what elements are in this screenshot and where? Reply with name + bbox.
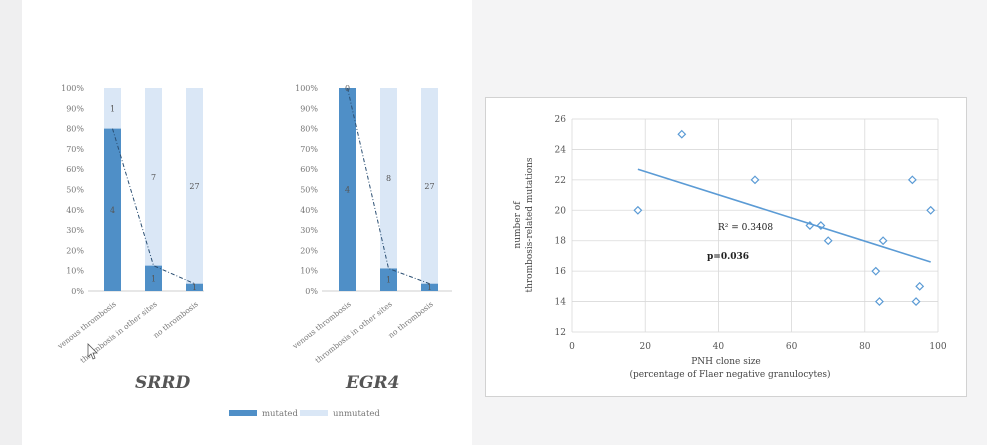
- data-point: [677, 129, 687, 139]
- egr4-bar-chart: 0%10%20%30%40%50%60%70%80%90%100% 04venou…: [290, 84, 452, 365]
- y-tick-label: 16: [555, 267, 567, 277]
- data-point: [633, 205, 643, 215]
- y-tick-label: 10%: [300, 267, 318, 276]
- y-tick-label: 60%: [300, 165, 318, 174]
- bar-label-mutated: 4: [345, 186, 350, 195]
- category-label: thrombosis in other sites: [313, 299, 393, 365]
- bar-unmutated: [186, 88, 203, 284]
- y-tick-label: 30%: [66, 226, 84, 235]
- x-tick-label: 40: [713, 342, 725, 352]
- y-tick-label: 80%: [300, 125, 318, 134]
- y-tick-label: 18: [555, 237, 567, 247]
- x-tick-label: 0: [569, 342, 575, 352]
- data-point: [750, 175, 760, 185]
- legend: mutated unmutated: [229, 409, 380, 419]
- y-tick-label: 80%: [66, 125, 84, 134]
- y-tick-label: 60%: [66, 165, 84, 174]
- scatter-plot: 12 14 16 18 20 22 24 26 0 20 40 60 80 100 R² = 0.3408 p…: [513, 115, 947, 380]
- y-tick-label: 20%: [300, 246, 318, 255]
- bar-label-unmutated: 27: [424, 182, 434, 191]
- y-tick-label: 24: [555, 145, 567, 155]
- bar-mutated: [104, 128, 121, 291]
- bar-label-unmutated: 1: [110, 104, 115, 113]
- y-tick-label: 70%: [66, 145, 84, 154]
- category-label: no thrombosis: [151, 299, 199, 340]
- bar-unmutated: [145, 88, 162, 266]
- y-tick-label: 40%: [300, 206, 318, 215]
- y-tick-label: 14: [555, 298, 567, 308]
- x-tick-label: 60: [786, 342, 798, 352]
- egr4-title: EGR4: [345, 373, 399, 393]
- y-tick-label: 0%: [305, 287, 318, 296]
- y-tick-label: 12: [555, 328, 566, 338]
- bar-mutated: [186, 283, 203, 291]
- data-point: [871, 266, 881, 276]
- bar-unmutated: [421, 88, 438, 284]
- trend-line: [112, 128, 195, 285]
- legend-swatch-unmutated: [300, 410, 328, 416]
- y-tick-label: 30%: [300, 226, 318, 235]
- bar-label-mutated: 1: [151, 274, 156, 283]
- legend-swatch-mutated: [229, 410, 257, 416]
- y-tick-label: 0%: [71, 287, 84, 296]
- legend-label-unmutated: unmutated: [333, 409, 380, 419]
- p-value-label: p=0.036: [707, 252, 749, 262]
- bar-label-mutated: 1: [192, 283, 197, 292]
- srrd-bar-chart: 0%10%20%30%40%50%60%70%80%90%100%14venou…: [55, 84, 204, 365]
- y-tick-label: 70%: [300, 145, 318, 154]
- legend-label-mutated: mutated: [262, 409, 298, 419]
- y-tick-label: 26: [555, 115, 567, 125]
- data-point: [823, 236, 833, 246]
- y-tick-label: 40%: [66, 206, 84, 215]
- y-tick-label: 100%: [61, 84, 84, 93]
- y-tick-label: 20: [555, 206, 567, 216]
- x-axis-subtitle: (percentage of Flaer negative granulocyt…: [629, 369, 830, 380]
- bar-label-unmutated: 27: [189, 182, 199, 191]
- y-tick-label: 50%: [66, 186, 84, 195]
- r-squared-label: R² = 0.3408: [718, 223, 773, 233]
- data-point: [915, 281, 925, 291]
- y-tick-label: 90%: [66, 104, 84, 113]
- data-point: [907, 175, 917, 185]
- bar-mutated: [339, 88, 356, 291]
- bar-unmutated: [380, 88, 397, 269]
- x-tick-label: 100: [929, 342, 946, 352]
- trend-line: [637, 168, 931, 263]
- category-label: no thrombosis: [386, 299, 434, 340]
- bar-label-mutated: 4: [110, 206, 115, 215]
- x-tick-label: 20: [639, 342, 651, 352]
- data-point: [878, 236, 888, 246]
- y-axis-title-line2: thrombosis-related mutations: [525, 157, 535, 292]
- bar-label-unmutated: 7: [151, 173, 156, 182]
- y-axis-title-line1: number of: [513, 201, 523, 249]
- y-tick-label: 50%: [300, 186, 318, 195]
- y-tick-label: 20%: [66, 246, 84, 255]
- data-point: [926, 205, 936, 215]
- x-tick-label: 80: [859, 342, 871, 352]
- x-axis-title: PNH clone size: [691, 357, 761, 367]
- bar-label-mutated: 1: [386, 276, 391, 285]
- y-tick-label: 100%: [295, 84, 318, 93]
- bar-mutated: [145, 265, 162, 291]
- srrd-title: SRRD: [135, 373, 191, 393]
- category-label: thrombosis in other sites: [78, 299, 158, 365]
- bar-mutated: [380, 268, 397, 291]
- y-tick-label: 10%: [66, 267, 84, 276]
- bar-mutated: [421, 283, 438, 291]
- bar-label-mutated: 1: [427, 283, 432, 292]
- data-point: [911, 297, 921, 307]
- y-tick-label: 22: [555, 176, 566, 186]
- bar-label-unmutated: 8: [386, 174, 391, 183]
- y-tick-label: 90%: [300, 104, 318, 113]
- bar-unmutated: [104, 88, 121, 129]
- cursor-icon: [87, 343, 98, 360]
- data-point: [874, 297, 884, 307]
- scatter-chart-frame: [485, 97, 967, 397]
